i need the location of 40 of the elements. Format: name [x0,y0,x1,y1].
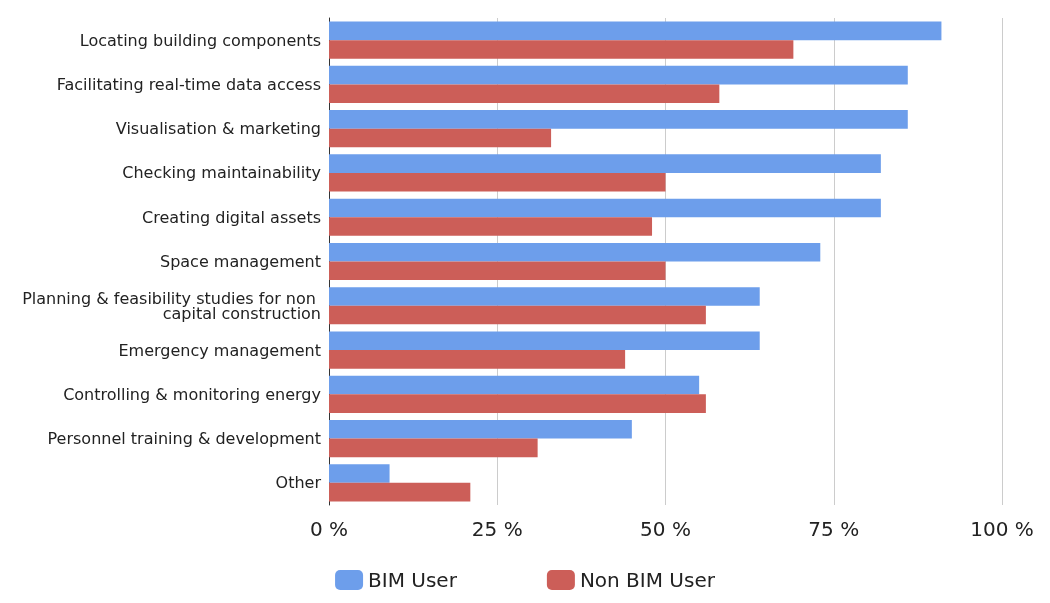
bar [329,305,706,325]
bar [329,331,760,351]
bar [329,420,632,439]
bar [329,482,471,502]
bar [329,84,720,103]
y-tick-label: Other [275,473,322,493]
bar [329,21,942,41]
x-tick-label: 0 % [309,517,349,541]
x-tick-label: 25 % [471,517,523,541]
y-tick-label: Creating digital assets [142,207,321,227]
bar [329,65,908,85]
bar [329,242,821,262]
legend-label: BIM User [368,568,458,592]
y-tick-label: Planning & feasibility studies for non capital construction [22,288,321,323]
bar [329,438,538,458]
bar [329,287,760,306]
bar [329,394,706,413]
y-tick-label: Emergency management [118,340,321,360]
x-tick-label: 75 % [808,517,860,541]
x-tick-label: 50 % [640,517,691,541]
bar [329,172,666,192]
legend-label: Non BIM User [579,568,716,592]
y-tick-label: Personnel training & development [47,429,321,449]
bar [329,154,881,173]
bar [329,217,653,236]
bar [329,198,881,218]
bar [329,350,626,369]
x-tick-label: 100 % [970,517,1034,541]
bar [329,110,908,129]
bar [329,40,794,59]
y-tick-label: Visualisation & marketing [115,119,321,139]
y-tick-label: Controlling & monitoring energy [63,384,321,404]
bar [329,128,552,148]
y-tick-label: Space management [159,252,321,271]
y-tick-label: Checking maintainability [122,163,321,183]
bar [329,261,666,281]
bar [329,464,390,483]
y-tick-label: Facilitating real-time data access [56,74,321,94]
bar [329,375,700,395]
y-tick-label: Locating building components [79,30,321,50]
